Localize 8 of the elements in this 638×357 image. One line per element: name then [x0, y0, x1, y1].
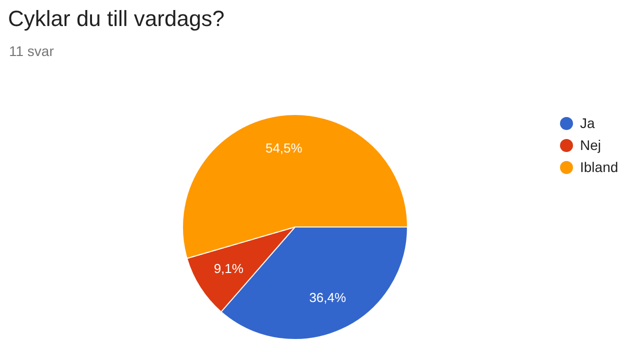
legend-label: Ja — [580, 115, 595, 131]
data-label: 54,5% — [265, 140, 303, 156]
data-label: 9,1% — [214, 260, 244, 276]
text: 11 svar — [9, 43, 54, 59]
chart-title: Cyklar du till vardags? — [8, 6, 224, 32]
legend-label: Nej — [580, 137, 602, 153]
data-label: 36,4% — [309, 290, 346, 306]
legend-label: Ibland — [580, 159, 618, 175]
